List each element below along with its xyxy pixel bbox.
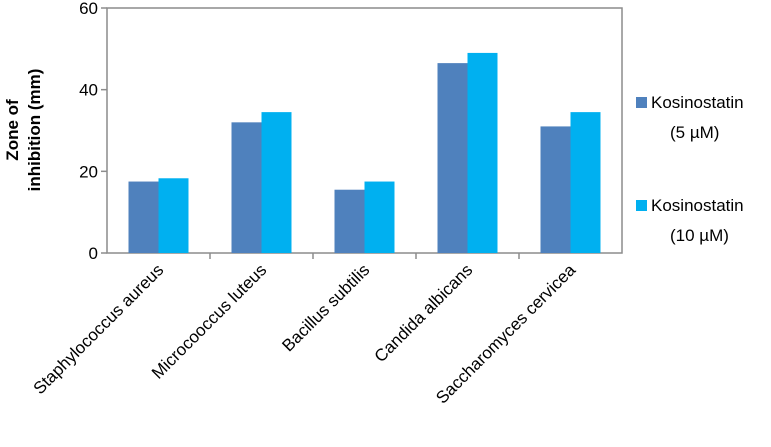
- y-axis-label-line-1: Zone of: [3, 99, 22, 161]
- legend-label-10uM-line-1: Kosinostatin: [651, 196, 744, 215]
- bar-10uM: [158, 178, 189, 253]
- bar-10uM: [570, 112, 601, 253]
- legend-swatch-5uM: [636, 97, 647, 108]
- category-label: Staphylococcus aureus: [30, 260, 168, 398]
- legend-label-5uM-line-2: (5 µM): [670, 123, 719, 142]
- bars: [128, 52, 601, 253]
- bar-5uM: [231, 122, 262, 253]
- y-tick-label: 60: [79, 0, 98, 18]
- y-tick-label: 20: [79, 162, 98, 181]
- bar-5uM: [437, 63, 468, 253]
- category-label: Candida albicans: [371, 260, 477, 366]
- bar-5uM: [128, 181, 159, 253]
- y-tick-label: 0: [89, 244, 98, 263]
- legend-swatch-10uM: [636, 200, 647, 211]
- category-label: Bacillus subtilis: [278, 260, 373, 355]
- legend-label-5uM-line-1: Kosinostatin: [651, 93, 744, 112]
- bar-10uM: [467, 52, 498, 253]
- y-axis-label: Zone of inhibition (mm): [3, 69, 44, 192]
- legend: Kosinostatin (5 µM) Kosinostatin (10 µM): [636, 93, 744, 245]
- y-ticks: 0 20 40 60: [79, 0, 107, 263]
- bar-5uM: [334, 189, 365, 253]
- category-label: Microcooccus luteus: [148, 260, 270, 382]
- bar-10uM: [261, 112, 292, 253]
- legend-label-10uM-line-2: (10 µM): [670, 226, 729, 245]
- bar-5uM: [540, 126, 571, 253]
- y-axis-label-line-2: inhibition (mm): [25, 69, 44, 192]
- bar-10uM: [364, 181, 395, 253]
- y-tick-label: 40: [79, 81, 98, 100]
